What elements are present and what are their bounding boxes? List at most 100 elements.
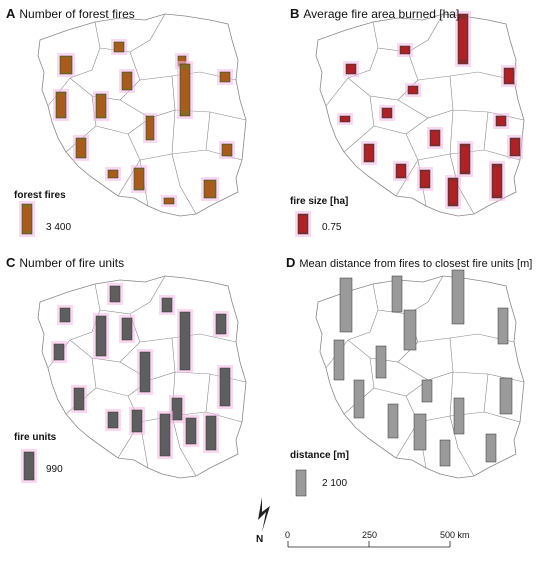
panel-b-bar-accent	[497, 117, 505, 125]
panel-d-bar	[339, 277, 353, 333]
panel-b-bar	[509, 137, 521, 157]
panel-b-bar-accent	[493, 167, 501, 195]
panel-a-bar-accent	[205, 181, 215, 197]
legend-d-value: 2 100	[322, 478, 348, 489]
panel-c-title: C Number of fire units	[6, 255, 124, 270]
legend-d-title: distance [m]	[290, 450, 349, 461]
panel-b-bar-accent	[505, 69, 513, 83]
panel-b-bar-accent	[459, 19, 467, 59]
scale-bar	[287, 541, 451, 548]
panel-c-bar	[219, 367, 231, 407]
panel-c-bar	[131, 409, 143, 433]
panel-a-bar-accent	[77, 140, 85, 156]
panel-b-bar	[447, 177, 459, 207]
panel-b-bar-accent	[347, 65, 355, 73]
panel-d-bar	[451, 269, 465, 325]
panel-a-bar-accent	[57, 94, 65, 116]
panel-b-bar-accent	[401, 46, 409, 54]
panel-a-bar	[179, 63, 191, 117]
panel-b-title-text: Average fire area burned [ha]	[303, 7, 460, 21]
panel-a-bar	[95, 93, 107, 119]
panel-d-bar	[499, 377, 513, 415]
panel-b-bar-accent	[461, 147, 469, 171]
panel-b-bar	[345, 63, 357, 75]
panel-a-bar	[145, 115, 155, 141]
panel-a-bar	[107, 169, 119, 179]
panel-a-bar-accent	[23, 207, 31, 231]
panel-c-bar	[59, 307, 71, 323]
panel-c-title-text: Number of fire units	[19, 256, 125, 270]
panel-b-bar-accent	[299, 216, 307, 232]
panel-a-bar-accent	[221, 73, 229, 81]
panel-b-bar	[419, 169, 431, 189]
panel-b-bar-accent	[365, 145, 373, 161]
panel-b-letter: B	[290, 6, 300, 21]
north-label: N	[256, 534, 264, 545]
panel-b-bar-accent	[449, 180, 457, 204]
panel-d-bar	[333, 339, 345, 381]
legend-b-title: fire size [ha]	[290, 196, 349, 207]
legend-c-value: 990	[46, 464, 63, 475]
panel-d-letter: D	[286, 255, 296, 270]
panel-c-bar	[23, 451, 35, 481]
scale-label-0: 0	[285, 530, 291, 540]
panel-a-title-text: Number of forest fires	[19, 7, 135, 21]
panel-a-bar	[219, 71, 231, 83]
panel-a-bar	[221, 143, 233, 157]
panel-b-bar-accent	[383, 109, 391, 117]
panel-c-bar	[139, 351, 151, 393]
panel-b-bar-accent	[421, 171, 429, 187]
panel-d-bar	[497, 307, 509, 345]
panel-d-title: D Mean distance from fires to closest fir…	[286, 255, 532, 270]
panel-b-bar	[429, 129, 441, 147]
panel-d-bar	[413, 413, 427, 451]
panel-c-bar	[179, 311, 191, 371]
panel-a-bar	[203, 179, 217, 199]
panel-a-bar	[55, 91, 67, 119]
panel-a-bar-accent	[123, 73, 131, 89]
panel-a-bar	[133, 167, 145, 191]
panel-c-bar	[215, 313, 227, 335]
panel-c-bar	[161, 297, 173, 313]
panel-a-bar-accent	[135, 170, 143, 188]
panel-c-bar	[109, 285, 121, 303]
panel-a-bar-accent	[109, 170, 117, 178]
panel-a-bar	[163, 197, 175, 205]
panel-b-bar	[459, 143, 471, 175]
scale-label-250: 250	[362, 530, 378, 540]
panel-d-bar	[387, 403, 399, 439]
panel-a-letter: A	[6, 6, 16, 21]
panel-b-bar	[407, 85, 419, 95]
panel-c-bar	[159, 413, 171, 457]
panel-b-bar	[381, 107, 393, 119]
panel-d-bar	[295, 469, 307, 497]
panel-a-bar-accent	[147, 118, 153, 138]
panel-d-bar	[375, 345, 387, 379]
panel-c-bar	[185, 417, 197, 445]
panel-b-bar	[491, 163, 503, 199]
panel-b-bar-accent	[431, 131, 439, 145]
panel-d-bar	[485, 433, 497, 463]
panel-a-bar-accent	[61, 57, 71, 73]
panel-a-bar-accent	[223, 145, 231, 155]
panel-b-bar	[339, 115, 351, 123]
panel-b-bar-accent	[511, 139, 519, 155]
panel-b-bar	[399, 45, 411, 55]
panel-b-bar-accent	[397, 165, 405, 177]
panel-c-bar	[73, 387, 85, 411]
panel-c-bar	[53, 343, 65, 361]
panel-c-bar	[107, 411, 119, 429]
panel-a-bar	[59, 55, 73, 75]
panel-d-bar	[421, 379, 433, 403]
legend-b-value: 0.75	[322, 222, 342, 233]
panel-a-bar	[21, 203, 33, 235]
panel-b-bar	[503, 67, 515, 85]
panel-b-bar	[457, 13, 469, 65]
panel-d-bar	[353, 379, 365, 419]
panel-b-bar	[363, 143, 375, 163]
panel-c-bar	[95, 315, 107, 357]
panel-b-bar	[395, 163, 407, 179]
panel-c-letter: C	[6, 255, 16, 270]
